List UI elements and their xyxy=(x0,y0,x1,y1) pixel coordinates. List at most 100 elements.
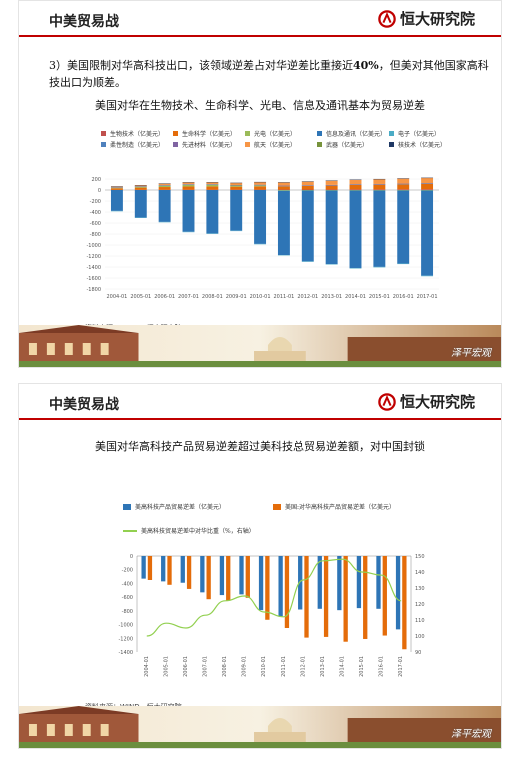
x-tick-label: 2014-01 xyxy=(340,656,346,677)
bar xyxy=(167,556,172,585)
bar-segment xyxy=(397,184,410,190)
y2-tick-label: 140 xyxy=(415,570,425,576)
y2-tick-label: 90 xyxy=(415,650,421,656)
bar-segment xyxy=(277,186,290,190)
bar-segment xyxy=(397,183,410,185)
bar xyxy=(382,556,387,636)
y2-tick-label: 120 xyxy=(415,602,425,608)
x-tick-label: 2011-01 xyxy=(273,294,294,300)
paragraph-tail: ，但美对其他国家高科技出口为顺差。 xyxy=(49,59,489,89)
brand-logo: 恒大研究院 xyxy=(378,8,475,29)
legend-label: 美高科技产品贸易逆差（亿美元） xyxy=(135,504,226,511)
x-tick-label: 2013-01 xyxy=(320,656,326,677)
y-tick-label: -200 xyxy=(122,568,133,574)
legend-item: 电子（亿美元） xyxy=(389,129,440,138)
y-tick-label: 200 xyxy=(91,177,101,183)
x-tick-label: 2015-01 xyxy=(369,294,390,300)
paragraph-bold: 40% xyxy=(353,59,379,72)
bar-segment xyxy=(421,190,434,276)
bar-segment xyxy=(277,190,290,191)
bar-segment xyxy=(325,185,338,186)
legend-item: 核技术（亿美元） xyxy=(389,140,446,149)
bar-segment xyxy=(397,190,410,264)
x-tick-label: 2009-01 xyxy=(226,294,247,300)
bar-segment xyxy=(325,185,338,190)
legend-item: 美高科技贸易逆差中对华比重（%，右轴） xyxy=(123,526,255,535)
y2-tick-label: 150 xyxy=(415,554,425,560)
x-tick-label: 2005-01 xyxy=(130,294,151,300)
bar xyxy=(395,556,401,630)
bar-segment xyxy=(158,187,171,190)
legend-label: 核技术（亿美元） xyxy=(398,142,447,149)
bar-segment xyxy=(373,179,386,184)
chart-title: 美国对华高科技产品贸易逆差超过美科技总贸易逆差额，对中国封锁 xyxy=(95,440,425,453)
x-tick-label: 2008-01 xyxy=(222,656,228,677)
bar xyxy=(323,556,329,637)
y-tick-label: -800 xyxy=(122,609,133,615)
legend-item: 信息及通讯（亿美元） xyxy=(317,129,386,138)
bar-segment xyxy=(158,183,171,186)
legend-label: 生物技术（亿美元） xyxy=(110,131,165,138)
bar-segment xyxy=(254,186,267,190)
legend-swatch xyxy=(245,131,250,136)
legend-item: 美国:对华高科技产品贸易逆差（亿美元） xyxy=(273,502,395,511)
x-tick-label: 2006-01 xyxy=(154,294,175,300)
bar xyxy=(298,556,303,610)
x-tick-label: 2005-01 xyxy=(163,656,169,677)
bar-segment xyxy=(373,184,386,185)
legend-label: 信息及通讯（亿美元） xyxy=(326,131,387,138)
bar xyxy=(219,556,225,596)
legend-label: 柔性制造（亿美元） xyxy=(110,142,165,149)
x-tick-label: 2013-01 xyxy=(321,294,342,300)
brand-logo: 恒大研究院 xyxy=(378,391,475,412)
x-tick-label: 2009-01 xyxy=(242,656,248,677)
y-tick-label: -1400 xyxy=(118,650,133,656)
bar-segment xyxy=(206,190,219,234)
bar-segment xyxy=(254,185,267,187)
bar-segment xyxy=(110,190,123,211)
legend-swatch xyxy=(173,131,178,136)
stacked-bar-chart: 200 0 -200 -400 -600 -800 -1000 -1200 -1400 -1600… xyxy=(86,177,439,300)
bar-segment xyxy=(301,181,314,186)
legend-swatch xyxy=(389,142,394,147)
bar-segment xyxy=(134,190,147,218)
x-tick-label: 2014-01 xyxy=(345,294,366,300)
y-tick-label: -1000 xyxy=(86,243,101,249)
y-tick-label: -200 xyxy=(90,199,101,205)
slide-header: 中美贸易战 恒大研究院 xyxy=(19,1,501,37)
bar-segment xyxy=(158,190,171,222)
bar xyxy=(402,556,407,650)
bar xyxy=(258,556,264,611)
chart-title: 美国对华在生物技术、生命科学、光电、信息及通讯基本为贸易逆差 xyxy=(95,99,425,112)
y-tick-label: -1200 xyxy=(118,636,133,642)
bar-segment xyxy=(230,190,243,231)
y-tick-label: 0 xyxy=(130,554,133,560)
bar xyxy=(304,556,309,638)
legend-label: 武器（亿美元） xyxy=(326,142,369,149)
x-tick-label: 2007-01 xyxy=(178,294,199,300)
legend-label: 光电（亿美元） xyxy=(254,131,297,138)
y-tick-label: -1600 xyxy=(86,276,101,282)
x-tick-label: 2004-01 xyxy=(144,656,150,677)
bar xyxy=(265,556,270,620)
bar-segment xyxy=(325,180,338,185)
legend-swatch xyxy=(389,131,394,136)
y2-tick-label: 100 xyxy=(415,634,425,640)
x-tick-label: 2004-01 xyxy=(106,294,127,300)
legend-item: 武器（亿美元） xyxy=(317,140,368,149)
bar-segment xyxy=(254,190,267,244)
legend-label: 美国:对华高科技产品贸易逆差（亿美元） xyxy=(285,504,396,511)
bar-segment xyxy=(421,184,434,190)
bar-segment xyxy=(230,186,243,190)
bar xyxy=(147,556,153,580)
bar-segment xyxy=(182,184,195,187)
bar xyxy=(337,556,342,611)
chart-legend: 生物技术（亿美元） 生命科学（亿美元） 光电（亿美元） 信息及通讯（亿美元） 电子（亿美… xyxy=(101,129,461,169)
logo-text: 恒大研究院 xyxy=(399,10,475,28)
legend-item: 先进材料（亿美元） xyxy=(173,140,236,149)
x-tick-label: 2012-01 xyxy=(300,656,306,677)
x-tick-label: 2011-01 xyxy=(281,656,287,677)
bar xyxy=(278,556,283,617)
paragraph-lead: 3）美国限制对华高科技出口，该领域逆差占对华逆差比重接近 xyxy=(49,59,353,72)
slide-header: 中美贸易战 恒大研究院 xyxy=(19,384,501,420)
